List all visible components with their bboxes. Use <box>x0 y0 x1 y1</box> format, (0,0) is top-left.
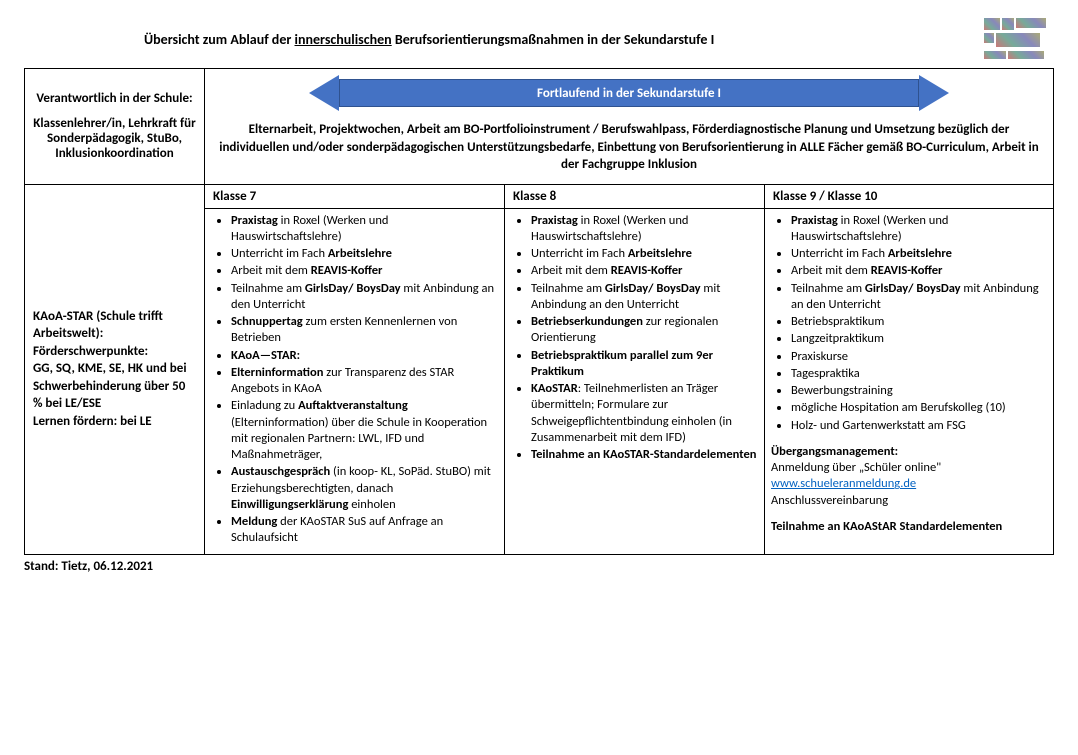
arrow-left-head <box>309 75 339 111</box>
list-item: Einladung zu Auftaktveranstaltung (Elter… <box>231 398 498 463</box>
kaoa-line3: GG, SQ, KME, SE, HK und bei Schwerbehind… <box>33 360 196 413</box>
grade7-body: Praxistag in Roxel (Werken und Hauswirts… <box>205 209 504 554</box>
grade9-list: Praxistag in Roxel (Werken und Hauswirts… <box>771 213 1047 434</box>
list-item: Betriebserkundungen zur regionalen Orien… <box>531 314 758 347</box>
list-item: Praxistag in Roxel (Werken und Hauswirts… <box>231 213 498 246</box>
transition-heading: Übergangsmanagement: <box>771 444 898 459</box>
kaoa-line4: Lernen fördern: bei LE <box>33 413 196 431</box>
main-table: Verantwortlich in der Schule: Klassenleh… <box>24 68 1054 555</box>
list-item: Tagespraktika <box>791 366 1047 382</box>
transition-line2: Anschlussvereinbarung <box>771 493 888 508</box>
list-item: Unterricht im Fach Arbeitslehre <box>791 246 1047 262</box>
transition-line1: Anmeldung über „Schüler online" <box>771 460 941 475</box>
list-item: Arbeit mit dem REAVIS-Koffer <box>791 263 1047 279</box>
list-item: KAoSTAR: Teilnehmerlisten an Träger über… <box>531 381 758 446</box>
grade7-col: Klasse 7 Praxistag in Roxel (Werken und … <box>205 185 505 554</box>
arrow-right-head <box>919 75 949 111</box>
list-item: Schnuppertag zum ersten Kennenlernen von… <box>231 314 498 347</box>
grade9-body: Praxistag in Roxel (Werken und Hauswirts… <box>765 209 1053 542</box>
continuous-text: Elternarbeit, Projektwochen, Arbeit am B… <box>215 121 1043 174</box>
list-item: Unterricht im Fach Arbeitslehre <box>231 246 498 262</box>
grade8-list: Praxistag in Roxel (Werken und Hauswirts… <box>511 213 758 464</box>
list-item: Elterninformation zur Transparenz des ST… <box>231 365 498 398</box>
header-row: Übersicht zum Ablauf der innerschulische… <box>24 18 1054 60</box>
list-item: Unterricht im Fach Arbeitslehre <box>531 246 758 262</box>
title-suffix: Berufsorientierungsmaßnahmen in der Seku… <box>392 31 715 48</box>
list-item: Teilnahme am GirlsDay/ BoysDay mit Anbin… <box>791 281 1047 314</box>
transition-block: Übergangsmanagement: Anmeldung über „Sch… <box>771 444 1047 509</box>
kaoa-cell: KAoA-STAR (Schule trifft Arbeitswelt): F… <box>25 185 205 554</box>
list-item: Praxistag in Roxel (Werken und Hauswirts… <box>791 213 1047 246</box>
list-item: Austauschgespräch (in koop- KL, SoPäd. S… <box>231 464 498 513</box>
list-item: Teilnahme am GirlsDay/ BoysDay mit Anbin… <box>231 281 498 314</box>
list-item: Holz- und Gartenwerkstatt am FSG <box>791 418 1047 434</box>
grade9-col: Klasse 9 / Klasse 10 Praxistag in Roxel … <box>765 185 1053 554</box>
teilnahme-note: Teilnahme an KAoAStAR Standardelementen <box>771 519 1047 535</box>
title-underline: innerschulischen <box>295 31 392 48</box>
grade8-head: Klasse 8 <box>505 185 764 209</box>
grade7-head: Klasse 7 <box>205 185 504 209</box>
grades-grid: Klasse 7 Praxistag in Roxel (Werken und … <box>205 185 1053 554</box>
list-item: Langzeitpraktikum <box>791 331 1047 347</box>
list-item: Bewerbungstraining <box>791 383 1047 399</box>
title-prefix: Übersicht zum Ablauf der <box>144 31 295 48</box>
list-item: Teilnahme am GirlsDay/ BoysDay mit Anbin… <box>531 281 758 314</box>
list-item: Meldung der KAoSTAR SuS auf Anfrage an S… <box>231 514 498 547</box>
grade9-head: Klasse 9 / Klasse 10 <box>765 185 1053 209</box>
arrow-banner: Fortlaufend in der Sekundarstufe I <box>309 75 949 111</box>
list-item: Betriebspraktikum parallel zum 9er Prakt… <box>531 348 758 381</box>
kaoa-line2: Förderschwerpunkte: <box>33 343 196 361</box>
grades-cell: Klasse 7 Praxistag in Roxel (Werken und … <box>205 185 1053 554</box>
continuous-cell: Fortlaufend in der Sekundarstufe I Elter… <box>205 69 1053 185</box>
kaoa-line1: KAoA-STAR (Schule trifft Arbeitswelt): <box>33 308 196 343</box>
responsible-cell: Verantwortlich in der Schule: Klassenleh… <box>25 69 205 185</box>
grade8-body: Praxistag in Roxel (Werken und Hauswirts… <box>505 209 764 471</box>
arrow-body: Fortlaufend in der Sekundarstufe I <box>339 79 919 107</box>
list-item: Praxistag in Roxel (Werken und Hauswirts… <box>531 213 758 246</box>
logo-graphic <box>984 18 1054 60</box>
footer-stand: Stand: Tietz, 06.12.2021 <box>24 559 1054 574</box>
list-item: mögliche Hospitation am Berufskolleg (10… <box>791 400 1047 416</box>
list-item: Teilnahme an KAoSTAR-Standardelementen <box>531 447 758 463</box>
list-item: Praxiskurse <box>791 349 1047 365</box>
list-item: KAoA—STAR: <box>231 348 498 364</box>
list-item: Arbeit mit dem REAVIS-Koffer <box>231 263 498 279</box>
responsible-roles: Klassenlehrer/in, Lehrkraft für Sonderpä… <box>33 116 196 161</box>
transition-link[interactable]: www.schueleranmeldung.de <box>771 476 916 491</box>
page-title: Übersicht zum Ablauf der innerschulische… <box>144 31 714 48</box>
list-item: Arbeit mit dem REAVIS-Koffer <box>531 263 758 279</box>
arrow-label: Fortlaufend in der Sekundarstufe I <box>537 86 721 101</box>
list-item: Betriebspraktikum <box>791 314 1047 330</box>
responsible-heading: Verantwortlich in der Schule: <box>33 91 196 106</box>
grade8-col: Klasse 8 Praxistag in Roxel (Werken und … <box>505 185 765 554</box>
grade7-list: Praxistag in Roxel (Werken und Hauswirts… <box>211 213 498 547</box>
